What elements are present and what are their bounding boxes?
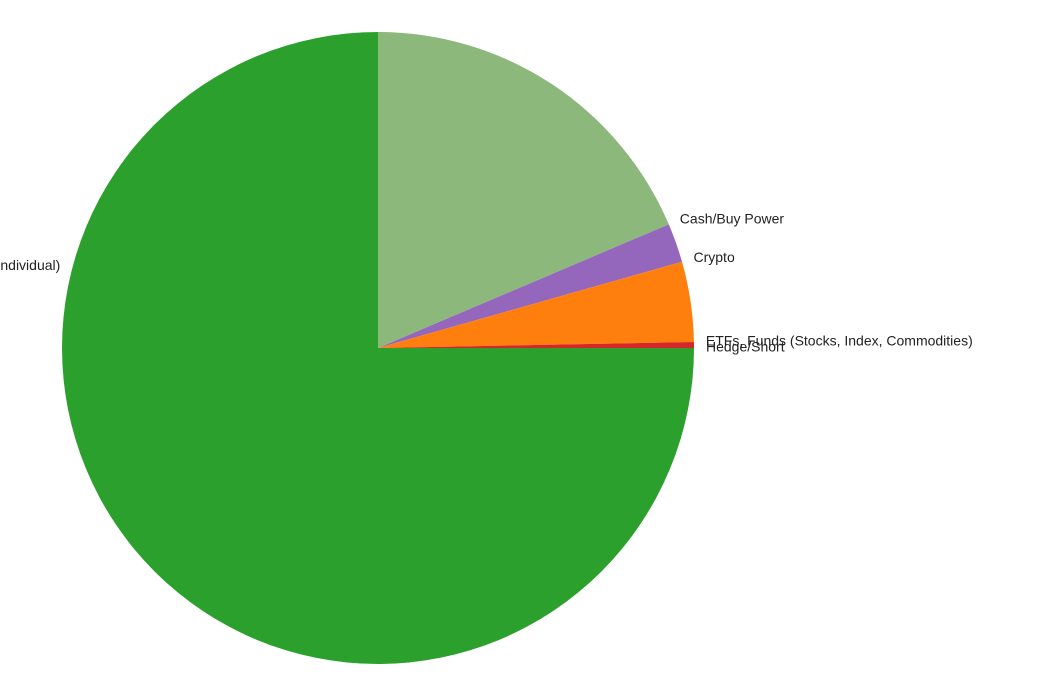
pie-label-2: ETFs, Funds (Stocks, Index, Commodities) [706, 333, 973, 349]
pie-slice-1 [378, 224, 682, 348]
pie-slice-3 [378, 342, 694, 348]
pie-label-1: Crypto [694, 249, 735, 265]
pie-slice-0 [378, 32, 669, 348]
pie-slices [62, 32, 694, 664]
pie-slice-2 [378, 261, 694, 348]
pie-slice-4 [62, 32, 694, 664]
pie-labels: Cash/Buy Power Crypto ETFs, Funds (Stocks,… [0, 210, 973, 354]
pie-label-0: Cash/Buy Power [680, 210, 785, 226]
pie-label-4: Stocks (Individual) [0, 257, 60, 273]
pie-label-3: Hedge/Short [706, 339, 785, 355]
